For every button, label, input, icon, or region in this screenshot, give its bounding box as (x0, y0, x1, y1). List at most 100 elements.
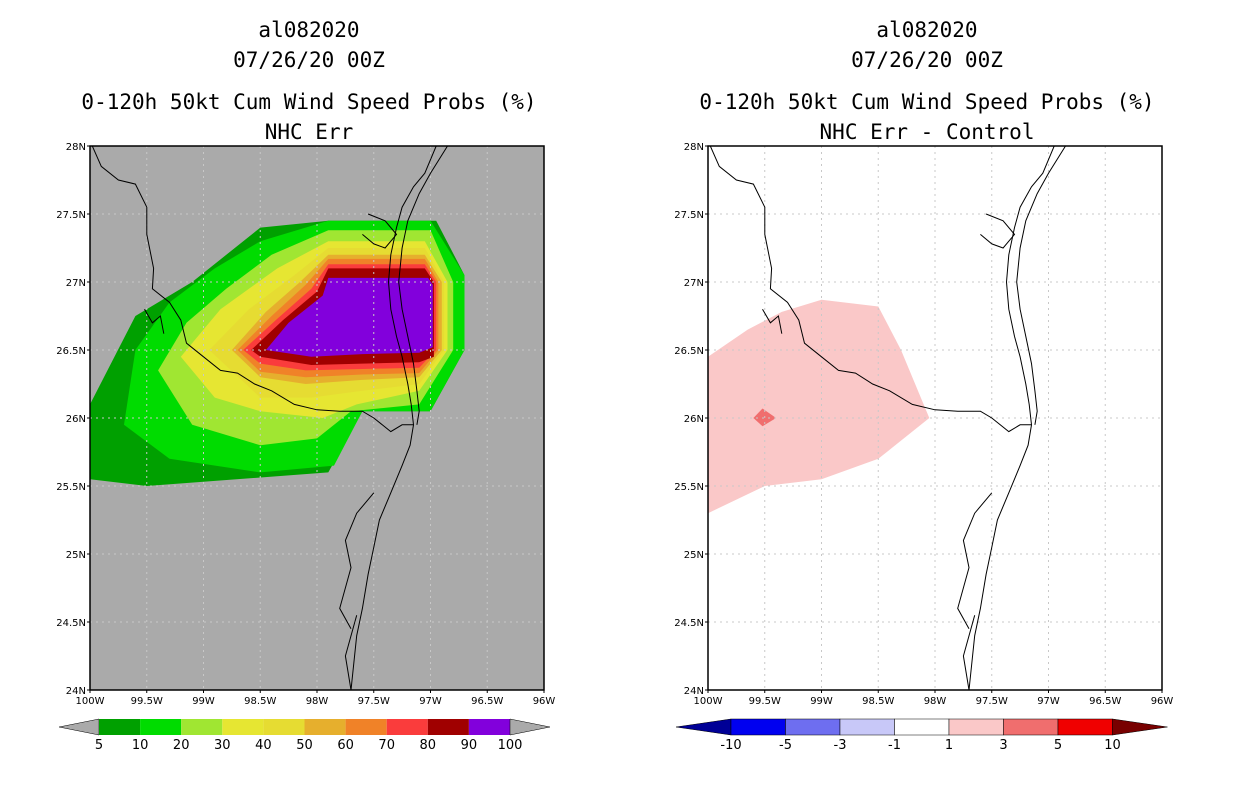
right-title-storm: al082020 (876, 18, 978, 42)
right-colorbar-swatch-5 (948, 718, 1004, 736)
right-colorbar-swatch-6 (1003, 718, 1059, 736)
right-colorbar-low-arrow (675, 718, 732, 736)
left-lat-label: 24N (66, 686, 86, 697)
left-lon-label: 96W (533, 696, 556, 707)
left-coastline-0 (91, 146, 414, 433)
left-colorbar-label: 100 (498, 738, 523, 753)
left-lat-label: 26.5N (56, 346, 86, 357)
left-title-storm: al082020 (258, 18, 360, 42)
left-lat-label: 24.5N (56, 618, 86, 629)
right-lon-label: 97W (1037, 696, 1060, 707)
right-colorbar-label: 10 (1104, 738, 1121, 753)
left-lat-label: 27N (66, 278, 86, 289)
right-lon-label: 99.5W (749, 696, 781, 707)
left-colorbar-label: 90 (461, 738, 478, 753)
left-coastline-1 (350, 146, 437, 690)
right-colorbar-swatch-1 (730, 718, 786, 736)
left-lon-label: 99W (192, 696, 215, 707)
right-coastline-1 (968, 146, 1055, 690)
right-map-panel: al082020 07/26/20 00Z 0-120h 50kt Cum Wi… (618, 0, 1236, 800)
left-colorbar-swatch-9 (468, 719, 510, 735)
left-coastline-2 (398, 146, 448, 425)
left-lon-label: 100W (76, 696, 105, 707)
right-coastline-2 (1016, 146, 1066, 425)
left-colorbar-label: 20 (173, 738, 190, 753)
left-lon-label: 96.5W (471, 696, 503, 707)
right-title-subtitle: NHC Err - Control (819, 120, 1035, 144)
left-coastline-3 (362, 213, 398, 249)
left-map: 100W 99.5W 99W 98.5W 98W 97.5W 97W 96.5W 96W 28N 2… (56, 142, 556, 753)
left-lat-label: 25N (66, 550, 86, 561)
left-colorbar-low-arrow (58, 718, 100, 736)
right-lat-label: 28N (684, 142, 704, 153)
right-colorbar-label: -10 (720, 738, 741, 753)
left-lat-label: 25.5N (56, 482, 86, 493)
left-lon-label: 97W (419, 696, 442, 707)
right-map: 100W 99.5W 99W 98.5W 98W 97.5W 97W 96.5W 96W 28N 2… (674, 142, 1174, 753)
right-lon-label: 96.5W (1089, 696, 1121, 707)
right-colorbar-swatch-4 (894, 718, 950, 736)
left-colorbar-label: 30 (214, 738, 231, 753)
left-title-date: 07/26/20 00Z (233, 48, 385, 72)
left-colorbar-label: 80 (420, 738, 437, 753)
right-contour-1 (708, 299, 930, 514)
right-colorbar-label: -5 (779, 738, 792, 753)
right-lon-label: 96W (1151, 696, 1174, 707)
left-coastline-6 (344, 615, 358, 690)
right-map-content (708, 146, 1162, 690)
right-lat-label: 24.5N (674, 618, 704, 629)
left-lat-label: 28N (66, 142, 86, 153)
left-colorbar-swatch-8 (427, 719, 469, 735)
left-lon-label: 98W (306, 696, 329, 707)
left-colorbar-high-arrow (509, 718, 551, 736)
left-colorbar-swatch-0 (99, 719, 141, 735)
right-colorbar-label: -1 (888, 738, 901, 753)
right-coastline-5 (762, 308, 783, 334)
right-coastline-4 (957, 492, 993, 630)
left-lon-label: 98.5W (244, 696, 276, 707)
left-colorbar-swatch-5 (304, 719, 346, 735)
right-colorbar-label: -3 (834, 738, 847, 753)
right-colorbar-swatch-3 (839, 718, 895, 736)
right-coastline-6 (962, 615, 976, 690)
right-lon-label: 97.5W (976, 696, 1008, 707)
left-lat-label: 27.5N (56, 210, 86, 221)
left-colorbar-label: 50 (296, 738, 313, 753)
right-lon-label: 99W (810, 696, 833, 707)
right-colorbar-label: 1 (945, 738, 953, 753)
left-colorbar-label: 60 (337, 738, 354, 753)
left-map-content (90, 146, 544, 690)
right-lon-label: 98.5W (862, 696, 894, 707)
right-coastline-0 (709, 146, 1032, 433)
right-lat-label: 27N (684, 278, 704, 289)
right-colorbar-swatch-2 (785, 718, 841, 736)
right-lat-label: 25N (684, 550, 704, 561)
right-lat-label: 25.5N (674, 482, 704, 493)
left-lat-label: 26N (66, 414, 86, 425)
right-lon-label: 100W (694, 696, 723, 707)
left-coastline-4 (339, 492, 375, 630)
left-colorbar-label: 40 (255, 738, 272, 753)
left-colorbar-label: 70 (378, 738, 395, 753)
right-lat-label: 27.5N (674, 210, 704, 221)
right-colorbar-label: 5 (1054, 738, 1062, 753)
right-title-product: 0-120h 50kt Cum Wind Speed Probs (%) (699, 90, 1155, 114)
left-lon-label: 97.5W (358, 696, 390, 707)
left-contour-90 (265, 277, 433, 357)
left-colorbar-swatch-3 (222, 719, 264, 735)
left-colorbar-swatch-2 (181, 719, 223, 735)
left-colorbar-label: 5 (95, 738, 103, 753)
right-colorbar-label: 3 (999, 738, 1007, 753)
left-lon-label: 99.5W (131, 696, 163, 707)
left-colorbar-swatch-6 (345, 719, 387, 735)
left-title-product: 0-120h 50kt Cum Wind Speed Probs (%) (81, 90, 537, 114)
left-colorbar-swatch-1 (140, 719, 182, 735)
left-coastline-5 (144, 308, 165, 334)
right-lat-label: 24N (684, 686, 704, 697)
right-coastline-3 (980, 213, 1016, 249)
right-colorbar-high-arrow (1112, 718, 1168, 736)
right-colorbar-swatch-7 (1057, 718, 1113, 736)
left-colorbar-swatch-4 (263, 719, 305, 735)
right-lon-label: 98W (924, 696, 947, 707)
right-lat-label: 26N (684, 414, 704, 425)
